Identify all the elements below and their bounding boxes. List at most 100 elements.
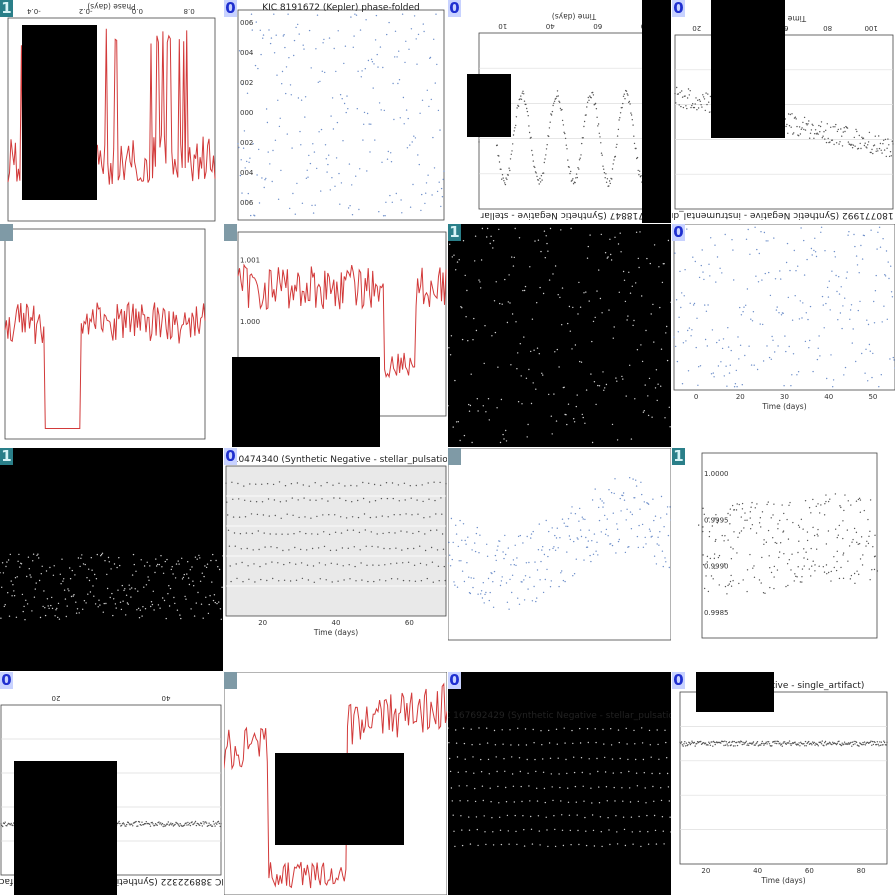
data-point xyxy=(701,249,703,251)
data-point xyxy=(681,96,684,98)
data-point xyxy=(194,820,197,823)
data-point xyxy=(876,248,878,250)
data-point xyxy=(828,280,830,282)
data-point xyxy=(847,500,849,502)
data-point xyxy=(335,70,337,73)
data-point xyxy=(236,577,238,580)
data-point xyxy=(126,602,129,604)
data-point xyxy=(0,617,2,619)
data-point xyxy=(590,560,592,563)
data-point xyxy=(623,828,626,831)
data-point xyxy=(845,277,848,279)
data-point xyxy=(864,744,867,746)
data-point xyxy=(324,144,327,146)
x-tick-label: 40 xyxy=(332,619,341,627)
data-point xyxy=(453,581,455,583)
data-point xyxy=(880,374,882,376)
data-point xyxy=(733,740,735,743)
data-point xyxy=(311,204,313,207)
data-point xyxy=(401,13,404,15)
class-label-badge: ? xyxy=(224,224,237,241)
data-point xyxy=(803,128,805,131)
data-point xyxy=(872,352,874,355)
data-point xyxy=(417,154,419,156)
data-point xyxy=(533,742,535,744)
data-point xyxy=(612,512,614,514)
data-point xyxy=(382,532,384,535)
data-point xyxy=(369,151,371,153)
data-point xyxy=(128,584,130,586)
data-point xyxy=(167,821,169,823)
data-point xyxy=(72,595,74,597)
data-point xyxy=(197,591,199,594)
data-point xyxy=(782,312,784,314)
data-point xyxy=(750,506,752,508)
data-point xyxy=(138,617,141,619)
data-point xyxy=(507,301,509,303)
data-point xyxy=(9,553,11,556)
data-point xyxy=(706,103,708,106)
data-point xyxy=(578,159,581,161)
data-point xyxy=(616,831,618,833)
data-point xyxy=(472,339,474,341)
data-point xyxy=(684,269,686,271)
data-point xyxy=(491,572,493,575)
data-point xyxy=(335,549,338,551)
data-point xyxy=(803,116,806,119)
data-point xyxy=(867,323,870,326)
data-point xyxy=(588,758,590,760)
data-point xyxy=(212,553,214,556)
data-point xyxy=(580,535,583,538)
data-point xyxy=(473,577,475,579)
data-point xyxy=(630,114,633,116)
data-point xyxy=(573,573,576,575)
data-point xyxy=(512,265,515,267)
data-point xyxy=(647,395,649,397)
data-point xyxy=(867,380,869,382)
data-point xyxy=(539,579,541,581)
data-point xyxy=(94,573,96,576)
data-point xyxy=(479,743,481,745)
data-point xyxy=(702,271,704,273)
data-point xyxy=(889,358,891,360)
data-point xyxy=(314,204,316,206)
data-point xyxy=(879,142,882,145)
data-point xyxy=(771,335,773,338)
data-point xyxy=(437,109,440,112)
data-point xyxy=(784,335,786,337)
data-point xyxy=(825,494,827,496)
data-point xyxy=(846,271,848,273)
data-point xyxy=(454,845,456,848)
data-point xyxy=(522,815,524,817)
data-point xyxy=(825,543,828,545)
data-point xyxy=(188,824,190,826)
x-tick-label: 10 xyxy=(498,22,507,30)
data-point xyxy=(450,335,453,337)
data-point xyxy=(247,565,249,567)
data-point xyxy=(199,580,202,582)
data-point xyxy=(99,604,101,606)
data-point xyxy=(351,184,353,186)
data-point xyxy=(840,506,842,509)
data-point xyxy=(702,96,705,98)
data-point xyxy=(503,557,505,560)
data-point xyxy=(623,279,626,281)
data-point xyxy=(613,492,615,495)
data-point xyxy=(120,825,122,827)
data-point xyxy=(760,526,762,528)
data-point xyxy=(501,729,503,731)
data-point xyxy=(20,563,23,565)
data-point xyxy=(592,553,595,555)
data-point xyxy=(460,560,462,562)
data-point xyxy=(788,345,790,348)
data-point xyxy=(593,533,596,535)
data-point xyxy=(459,439,461,442)
data-point xyxy=(189,569,191,571)
class-label-badge: 0 xyxy=(448,0,461,17)
data-point xyxy=(690,742,692,744)
data-point xyxy=(830,354,832,356)
data-point xyxy=(692,304,695,306)
data-point xyxy=(15,616,18,618)
data-point xyxy=(230,580,232,583)
data-point xyxy=(768,356,771,359)
